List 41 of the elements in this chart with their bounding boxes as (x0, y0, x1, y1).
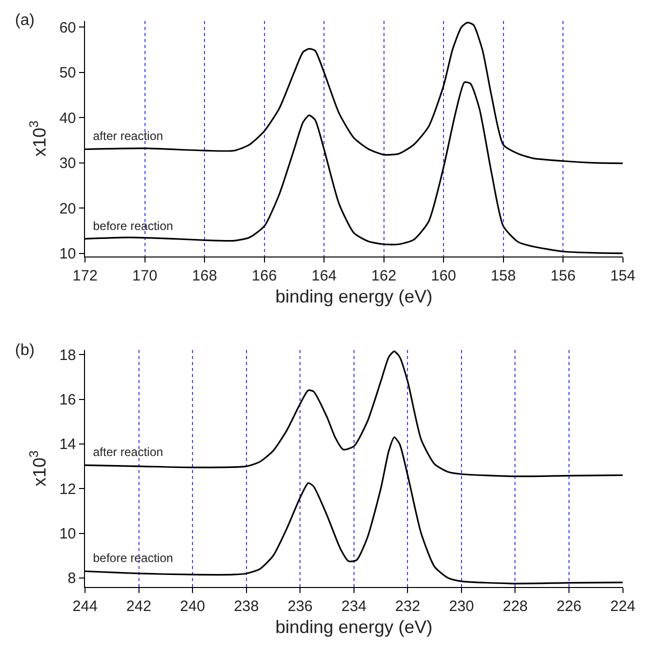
y-tick-label: 12 (59, 480, 76, 498)
series-label: after reaction (93, 129, 164, 143)
x-tick-label: 236 (288, 598, 313, 615)
y-tick-label: 14 (59, 436, 76, 454)
x-tick-label: 240 (180, 598, 206, 615)
x-tick-label: 158 (490, 267, 516, 284)
y-tick-label: 40 (59, 110, 76, 127)
x-tick-label: 232 (395, 598, 420, 615)
x-tick-label: 160 (431, 267, 456, 284)
y-tick-label: 10 (59, 246, 76, 263)
x-tick-label: 244 (72, 598, 98, 615)
y-tick-label: 10 (59, 526, 76, 543)
x-tick-label: 234 (341, 598, 366, 615)
x-tick-label: 238 (234, 598, 259, 615)
x-tick-label: 172 (72, 267, 98, 284)
x-tick-label: 242 (126, 598, 152, 615)
y-tick-label: 50 (59, 64, 76, 82)
y-tick-label: 30 (59, 155, 76, 172)
x-axis-title: binding energy (eV) (275, 616, 432, 637)
x-tick-label: 154 (610, 267, 636, 284)
x-tick-label: 224 (610, 598, 636, 615)
x-axis-title: binding energy (eV) (275, 286, 432, 307)
y-tick-label: 8 (68, 570, 76, 588)
x-tick-label: 170 (132, 267, 158, 284)
text: (a) (15, 12, 35, 29)
x-tick-label: 226 (556, 598, 582, 615)
series-label: after reaction (93, 445, 164, 459)
x-tick-label: 230 (448, 598, 474, 615)
y-tick-label: 16 (59, 392, 76, 409)
y-tick-label: 60 (59, 19, 76, 36)
x-tick-label: 168 (192, 267, 218, 284)
x-tick-label: 166 (252, 267, 277, 284)
x-tick-label: 228 (502, 598, 528, 615)
text: (b) (15, 342, 35, 359)
series-label: before reaction (93, 551, 174, 565)
x-tick-label: 164 (312, 267, 337, 284)
x-tick-label: 162 (371, 267, 396, 284)
series-label: before reaction (93, 219, 174, 233)
y-tick-label: 18 (59, 346, 76, 364)
x-tick-label: 156 (550, 267, 576, 284)
y-tick-label: 20 (59, 200, 76, 218)
